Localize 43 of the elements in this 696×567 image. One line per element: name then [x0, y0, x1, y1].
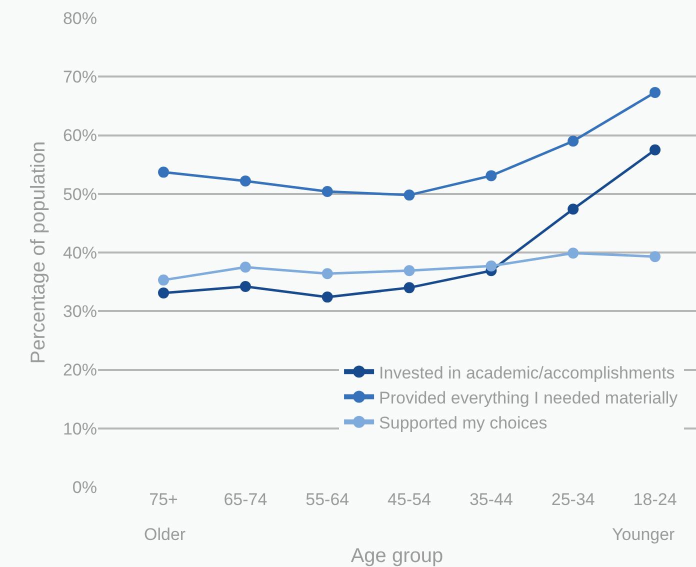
- y-tick-label: 30%: [62, 302, 97, 322]
- point: [322, 186, 333, 198]
- text: Younger: [612, 525, 676, 544]
- point: [568, 204, 579, 215]
- x-tick-label: 18-24: [633, 490, 677, 509]
- point: [568, 136, 579, 147]
- y-tick-label: 80%: [62, 8, 97, 28]
- x-tick-label: 25-34: [551, 490, 595, 509]
- y-tick-label: 70%: [62, 68, 97, 87]
- point: [650, 251, 661, 262]
- point: [404, 190, 415, 201]
- y-axis-title: Percentage of population: [27, 141, 50, 364]
- x-axis-title: Age group: [350, 545, 444, 567]
- legend-label: Supported my choices: [379, 413, 548, 432]
- point: [486, 260, 497, 272]
- point: [240, 262, 251, 273]
- point: [650, 144, 661, 156]
- point: [650, 86, 661, 98]
- x-tick-label: 45-54: [388, 490, 432, 509]
- x-tick-label: 55-64: [306, 490, 350, 509]
- x-tick-label: 35-44: [469, 490, 513, 509]
- point: [240, 281, 251, 292]
- x-tick-label: 75+: [149, 490, 178, 509]
- y-tick-label: 10%: [62, 419, 97, 438]
- point: [322, 268, 333, 280]
- y-tick-label: 50%: [62, 184, 97, 204]
- point: [240, 175, 251, 186]
- y-tick-label: 40%: [62, 243, 97, 262]
- text: Older: [144, 525, 186, 544]
- point: [404, 282, 415, 294]
- point: [158, 274, 170, 286]
- point: [486, 170, 497, 182]
- legend-label: Invested in academic/accomplishments: [379, 363, 675, 382]
- y-tick-label: 20%: [62, 360, 97, 380]
- y-tick-label: 0%: [72, 478, 97, 497]
- point: [158, 166, 170, 178]
- x-tick-label: 65-74: [224, 490, 268, 509]
- point: [404, 265, 415, 276]
- y-tick-label: 60%: [62, 126, 97, 146]
- point: [322, 292, 333, 303]
- point: [158, 287, 170, 298]
- point: [568, 248, 579, 259]
- legend-label: Provided everything I needed materially: [379, 388, 678, 408]
